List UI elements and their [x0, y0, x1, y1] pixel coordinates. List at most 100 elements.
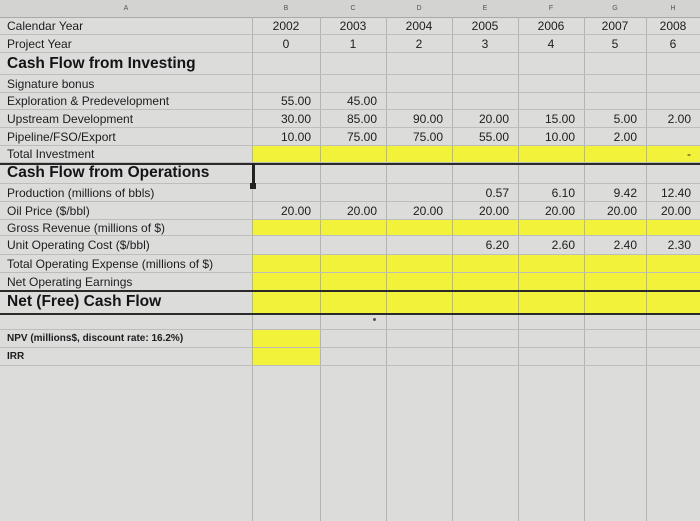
cell-value[interactable]: [252, 291, 320, 313]
highlighted-cell-range[interactable]: [252, 220, 700, 236]
cell-value[interactable]: [646, 255, 700, 272]
row-label[interactable]: Total Operating Expense (millions of $): [7, 256, 214, 271]
cell-value[interactable]: [646, 273, 700, 290]
cell-value[interactable]: [452, 348, 518, 365]
cell-value[interactable]: [518, 314, 584, 329]
cell-value[interactable]: [252, 330, 320, 347]
cell-value[interactable]: [518, 146, 584, 162]
cell-value[interactable]: 2.60: [551, 238, 575, 252]
cell-value[interactable]: [320, 273, 386, 290]
cell-value[interactable]: [452, 291, 518, 313]
row-label[interactable]: Pipeline/FSO/Export: [7, 129, 116, 144]
cell-value[interactable]: [320, 236, 386, 254]
cell-value[interactable]: 30.00: [280, 111, 311, 126]
row-label[interactable]: Cash Flow from Investing: [7, 54, 196, 72]
cell-value[interactable]: [452, 255, 518, 272]
cell-value[interactable]: 12.40: [660, 185, 691, 200]
cell-value[interactable]: 20.00: [280, 203, 311, 218]
cell-value[interactable]: [320, 75, 386, 92]
cell-value[interactable]: [320, 146, 386, 162]
row-label[interactable]: Oil Price ($/bbl): [7, 203, 90, 218]
cell-value[interactable]: [518, 53, 584, 74]
cell-value[interactable]: [320, 53, 386, 74]
cell-value[interactable]: [320, 163, 386, 183]
row-label[interactable]: Total Investment: [7, 147, 95, 161]
cell-value[interactable]: 0.57: [485, 185, 509, 200]
cell-value[interactable]: [252, 273, 320, 290]
column-header-g[interactable]: G: [584, 0, 647, 18]
cell-value[interactable]: [252, 236, 320, 254]
cell-value[interactable]: [386, 255, 452, 272]
cell-value[interactable]: -: [687, 147, 691, 161]
cell-value[interactable]: [518, 255, 584, 272]
cell-value[interactable]: [320, 220, 386, 235]
highlighted-cell-range[interactable]: [252, 273, 700, 291]
cell-value[interactable]: [518, 330, 584, 347]
column-header-e[interactable]: E: [452, 0, 519, 18]
cell-value[interactable]: 5: [611, 36, 619, 51]
row-label[interactable]: Project Year: [7, 36, 72, 51]
highlighted-cell-range[interactable]: [252, 291, 700, 314]
cell-value[interactable]: 2005: [471, 18, 499, 33]
cell-value[interactable]: [252, 314, 320, 329]
cell-value[interactable]: [518, 220, 584, 235]
row-label[interactable]: Calendar Year: [7, 18, 84, 33]
cell-value[interactable]: [646, 330, 700, 347]
cell-value[interactable]: [320, 184, 386, 201]
cell-value[interactable]: [386, 291, 452, 313]
cell-value[interactable]: [452, 330, 518, 347]
cell-value[interactable]: [452, 146, 518, 162]
cell-value[interactable]: 20.00: [660, 203, 691, 218]
cell-value[interactable]: [646, 93, 700, 109]
column-header-c[interactable]: C: [320, 0, 387, 18]
cell-value[interactable]: [518, 93, 584, 109]
cell-value[interactable]: [518, 163, 584, 183]
row-label[interactable]: Net (Free) Cash Flow: [7, 293, 162, 310]
cell-value[interactable]: 10.00: [280, 129, 311, 144]
cell-value[interactable]: [386, 314, 452, 329]
cell-value[interactable]: [584, 163, 646, 183]
cell-value[interactable]: 75.00: [346, 129, 377, 144]
cell-value[interactable]: 6: [669, 36, 677, 51]
cell-value[interactable]: 3: [481, 36, 489, 51]
cell-value[interactable]: [386, 146, 452, 162]
cell-value[interactable]: 4: [547, 36, 555, 51]
cell-value[interactable]: 55.00: [280, 94, 311, 108]
highlighted-cell-range[interactable]: [252, 255, 700, 273]
row-label[interactable]: Cash Flow from Operations: [7, 164, 210, 181]
cell-value[interactable]: 20.00: [544, 203, 575, 218]
cell-value[interactable]: [584, 220, 646, 235]
cell-value[interactable]: [646, 220, 700, 235]
cell-value[interactable]: [646, 75, 700, 92]
cell-value[interactable]: [584, 330, 646, 347]
cell-value[interactable]: [386, 75, 452, 92]
cell-value[interactable]: [646, 163, 700, 183]
cell-value[interactable]: 2004: [405, 18, 433, 33]
cell-value[interactable]: 6.10: [551, 185, 575, 200]
cell-value[interactable]: 20.00: [478, 203, 509, 218]
cell-value[interactable]: [452, 75, 518, 92]
cell-value[interactable]: [252, 184, 320, 201]
cell-value[interactable]: [386, 236, 452, 254]
cell-value[interactable]: [252, 146, 320, 162]
cell-value[interactable]: [252, 255, 320, 272]
cell-value[interactable]: [518, 75, 584, 92]
row-label[interactable]: Unit Operating Cost ($/bbl): [7, 238, 150, 252]
cell-value[interactable]: [584, 93, 646, 109]
cell-value[interactable]: [320, 330, 386, 347]
cell-value[interactable]: [646, 128, 700, 145]
cell-value[interactable]: [452, 53, 518, 74]
cell-value[interactable]: 2.00: [613, 129, 637, 144]
cell-value[interactable]: [518, 273, 584, 290]
cell-value[interactable]: [252, 348, 320, 365]
cell-value[interactable]: [584, 146, 646, 162]
row-label[interactable]: IRR: [7, 351, 25, 362]
column-header-a[interactable]: A: [0, 0, 253, 18]
cell-value[interactable]: [518, 348, 584, 365]
column-header-h[interactable]: H: [646, 0, 700, 18]
cell-value[interactable]: [584, 314, 646, 329]
row-label[interactable]: Signature bonus: [7, 76, 95, 91]
cell-value[interactable]: [386, 93, 452, 109]
cell-value[interactable]: 2: [415, 36, 423, 51]
cell-value[interactable]: 20.00: [346, 203, 377, 218]
